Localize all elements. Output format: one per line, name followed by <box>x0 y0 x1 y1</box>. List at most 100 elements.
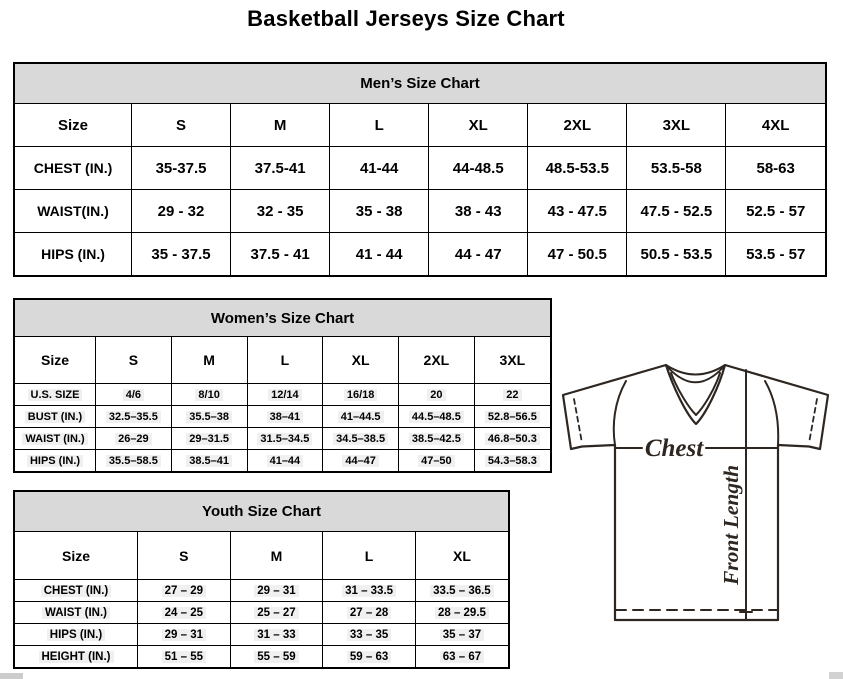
value-text: 46.8–50.3 <box>484 432 540 445</box>
value-text: 35.5–38 <box>186 410 232 423</box>
jersey-measurement-diagram: Chest Front Length <box>561 363 830 622</box>
value-text: 38.5–41 <box>186 454 232 467</box>
row-label-cell: BUST (IN.) <box>15 405 96 428</box>
value-text: 50.5 - 53.5 <box>640 245 713 263</box>
value-text: 27 – 29 <box>161 584 206 597</box>
value-text: 41–44 <box>266 454 304 467</box>
horizontal-scrollbar-fragment-right[interactable] <box>829 672 843 679</box>
value-text: 38–41 <box>266 410 304 423</box>
value-cell: 63 – 67 <box>414 645 508 667</box>
table-row: U.S. SIZE 4/6 8/10 12/14 16/18 20 22 <box>15 383 550 406</box>
left-cuff-dashed-line <box>573 398 583 444</box>
value-cell: 52.5 - 57 <box>725 189 825 233</box>
value-cell: 38.5–42.5 <box>398 427 475 450</box>
value-cell: 4/6 <box>95 383 172 406</box>
value-cell: 27 – 28 <box>322 601 416 624</box>
value-cell: 53.5 - 57 <box>725 232 825 275</box>
value-cell: 53.5-58 <box>626 146 727 190</box>
value-cell: 47.5 - 52.5 <box>626 189 727 233</box>
value-cell: 35 - 38 <box>329 189 430 233</box>
row-label-cell: HIPS (IN.) <box>15 232 132 275</box>
value-cell: 41-44 <box>329 146 430 190</box>
value-text: 52.5 - 57 <box>746 202 806 220</box>
row-label-text: CHEST (IN.) <box>33 160 113 176</box>
row-label-text: U.S. SIZE <box>27 388 83 401</box>
value-cell: 34.5–38.5 <box>322 427 399 450</box>
value-text: 55 – 59 <box>254 650 299 663</box>
value-cell: 52.8–56.5 <box>473 405 550 428</box>
value-cell: 31.5–34.5 <box>246 427 324 450</box>
column-header: Size <box>15 532 138 580</box>
value-cell: 44.5–48.5 <box>398 405 475 428</box>
value-text: 59 – 63 <box>346 650 392 663</box>
row-label-text: WAIST (IN.) <box>22 432 88 445</box>
value-cell: 29 - 32 <box>130 189 232 233</box>
front-length-label: Front Length <box>719 465 743 586</box>
value-cell: 44-48.5 <box>428 146 529 190</box>
column-header-row: Size S M L XL 2XL 3XL 4XL <box>15 104 825 147</box>
value-text: 44–47 <box>342 454 379 467</box>
value-cell: 38 - 43 <box>428 189 529 233</box>
table-row: WAIST(IN.) 29 - 32 32 - 35 35 - 38 38 - 43 43… <box>15 189 825 233</box>
value-cell: 54.3–58.3 <box>473 449 550 471</box>
front-length-line <box>739 369 753 621</box>
value-text: 31.5–34.5 <box>257 432 313 445</box>
value-text: 44-48.5 <box>452 159 504 177</box>
column-header: XL <box>428 104 529 147</box>
value-text: 58-63 <box>756 159 795 177</box>
value-cell: 37.5-41 <box>230 146 331 190</box>
value-text: 25 – 27 <box>254 606 299 619</box>
youth-size-table: Size S M L XL CHEST (IN.) 27 – 29 29 – 31 31 – 3… <box>15 532 508 667</box>
row-label-text: HIPS (IN.) <box>46 628 106 641</box>
value-text: 35 – 37 <box>439 628 485 641</box>
value-cell: 38–41 <box>246 405 324 428</box>
value-text: 47.5 - 52.5 <box>640 202 713 220</box>
jersey-outline <box>561 363 830 622</box>
value-text: 29 – 31 <box>254 584 299 597</box>
row-label-cell: CHEST (IN.) <box>15 579 138 602</box>
womens-size-chart-title: Women’s Size Chart <box>15 300 550 337</box>
value-cell: 37.5 - 41 <box>230 232 331 275</box>
value-text: 53.5 - 57 <box>746 245 806 263</box>
horizontal-scrollbar-fragment-left[interactable] <box>0 673 23 679</box>
collar-inner-v <box>670 372 721 416</box>
value-cell: 35 - 37.5 <box>130 232 232 275</box>
row-label-text: HIPS (IN.) <box>41 246 105 262</box>
column-header: 4XL <box>725 104 825 147</box>
value-cell: 46.8–50.3 <box>473 427 550 450</box>
page-title: Basketball Jerseys Size Chart <box>247 6 565 31</box>
value-text: 47–50 <box>418 454 455 467</box>
value-text: 8/10 <box>195 388 223 401</box>
collar-outer-arc <box>665 364 726 376</box>
value-cell: 16/18 <box>322 383 399 406</box>
row-label-text: BUST (IN.) <box>24 410 86 423</box>
row-label-cell: U.S. SIZE <box>15 383 96 406</box>
value-text: 20 <box>427 388 446 401</box>
row-label-cell: HIPS (IN.) <box>15 449 96 471</box>
row-label-cell: WAIST (IN.) <box>15 601 138 624</box>
value-text: 44.5–48.5 <box>408 410 464 423</box>
value-cell: 26–29 <box>95 427 172 450</box>
value-cell: 58-63 <box>725 146 825 190</box>
value-text: 43 - 47.5 <box>547 202 607 220</box>
value-cell: 35 – 37 <box>414 623 508 646</box>
table-row: HIPS (IN.) 35 - 37.5 37.5 - 41 41 - 44 44 - … <box>15 232 825 275</box>
value-text: 4/6 <box>122 388 145 401</box>
table-row: WAIST (IN.) 24 – 25 25 – 27 27 – 28 28 – 29.… <box>15 601 508 624</box>
mens-size-chart-title: Men’s Size Chart <box>15 64 825 104</box>
value-cell: 31 – 33.5 <box>322 579 416 602</box>
value-cell: 20 <box>398 383 475 406</box>
column-header: Size <box>15 337 96 384</box>
value-cell: 51 – 55 <box>137 645 231 667</box>
value-cell: 33 – 35 <box>322 623 416 646</box>
value-cell: 22 <box>473 383 550 406</box>
value-text: 26–29 <box>115 432 152 445</box>
row-label-cell: CHEST (IN.) <box>15 146 132 190</box>
value-cell: 47–50 <box>398 449 475 471</box>
table-row: HIPS (IN.) 35.5–58.5 38.5–41 41–44 44–47 47–5… <box>15 449 550 471</box>
value-cell: 35.5–58.5 <box>95 449 172 471</box>
womens-size-table: Size S M L XL 2XL 3XL U.S. SIZE 4/6 8/10 12/14 16/1… <box>15 337 550 471</box>
value-cell: 12/14 <box>246 383 324 406</box>
value-cell: 41–44 <box>246 449 324 471</box>
value-cell: 28 – 29.5 <box>414 601 508 624</box>
